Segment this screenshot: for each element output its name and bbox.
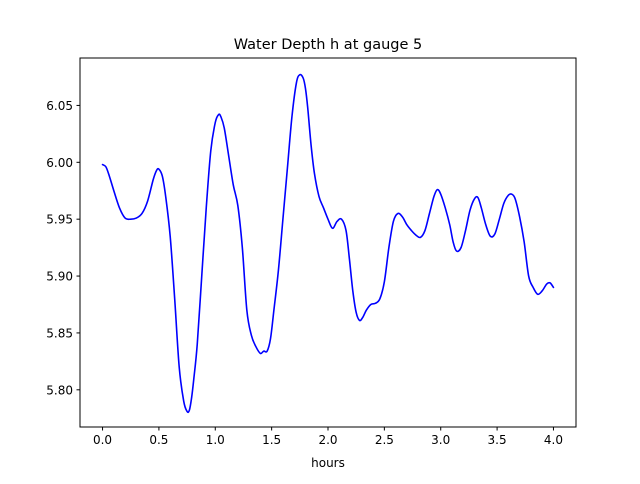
- y-tick-label: 5.80: [46, 383, 73, 397]
- x-tick-label: 3.0: [431, 433, 450, 447]
- series-layer: [101, 73, 555, 414]
- x-tick-label: 1.0: [206, 433, 225, 447]
- y-tick-label: 6.05: [46, 99, 73, 113]
- x-tick-label: 0.0: [93, 433, 112, 447]
- plot-frame: [79, 57, 577, 428]
- chart-title: Water Depth h at gauge 5: [234, 37, 422, 53]
- x-tick-label: 4.0: [544, 433, 563, 447]
- x-axis: 0.0 0.5 1.0 1.5 2.0 2.5 3.0 3.5 4.0: [93, 427, 563, 447]
- x-tick-label: 2.0: [318, 433, 337, 447]
- x-tick-label: 2.5: [375, 433, 394, 447]
- y-tick-label: 5.90: [46, 270, 73, 284]
- y-tick-label: 6.00: [46, 156, 73, 170]
- x-axis-label: hours: [311, 456, 345, 470]
- y-tick-label: 5.85: [46, 326, 73, 340]
- x-tick-label: 0.5: [149, 433, 168, 447]
- series-line: [101, 73, 555, 414]
- y-tick-label: 5.95: [46, 213, 73, 227]
- x-tick-label: 1.5: [262, 433, 281, 447]
- x-tick-label: 3.5: [488, 433, 507, 447]
- y-axis: 5.80 5.85 5.90 5.95 6.00 6.05: [46, 99, 80, 397]
